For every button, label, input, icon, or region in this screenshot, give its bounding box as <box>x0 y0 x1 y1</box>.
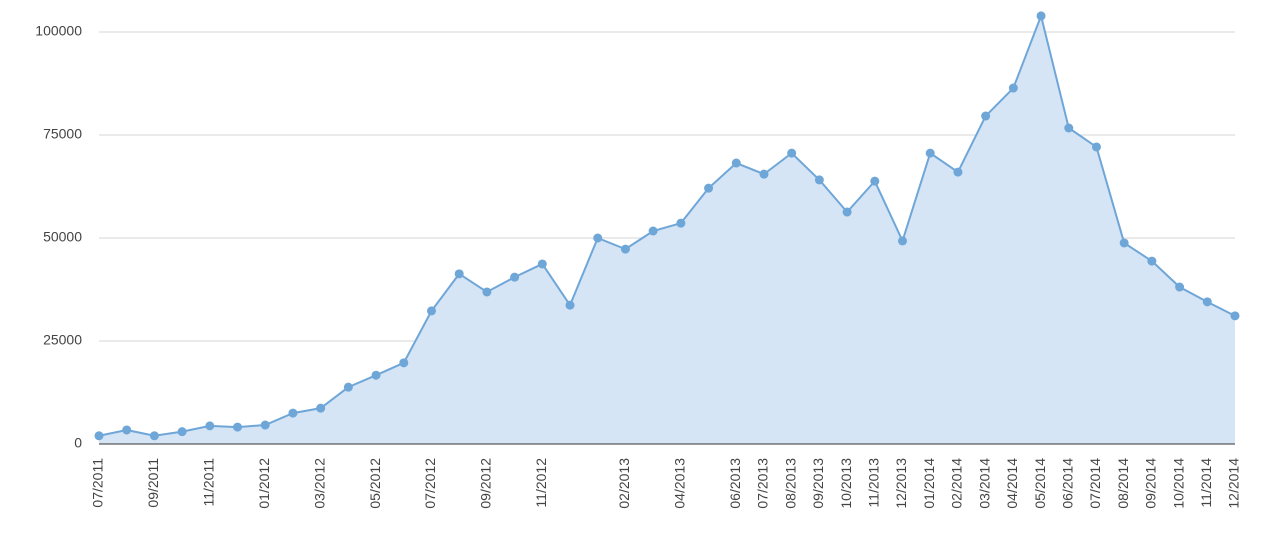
point <box>1175 282 1185 292</box>
point <box>260 420 270 430</box>
x-tick-label: 08/2013 <box>782 458 798 509</box>
point <box>870 176 880 186</box>
x-tick-label: 02/2013 <box>616 458 632 509</box>
point <box>288 408 298 418</box>
x-tick-label: 10/2014 <box>1170 458 1186 509</box>
point <box>316 403 326 413</box>
point <box>482 287 492 297</box>
point <box>122 425 132 435</box>
point <box>620 244 630 254</box>
x-tick-label: 06/2014 <box>1059 458 1075 509</box>
x-tick-label: 05/2014 <box>1032 458 1048 509</box>
x-tick-label: 09/2013 <box>810 458 826 509</box>
x-tick-label: 07/2011 <box>90 458 106 508</box>
point <box>426 306 436 316</box>
point <box>731 158 741 168</box>
y-tick-label: 25000 <box>43 332 82 348</box>
x-tick-label: 09/2011 <box>145 458 161 508</box>
point <box>1147 256 1157 266</box>
point <box>898 236 908 246</box>
point <box>704 183 714 193</box>
point <box>1091 142 1101 152</box>
x-tick-label: 11/2012 <box>533 458 549 508</box>
point <box>1036 11 1046 21</box>
x-tick-label: 12/2014 <box>1226 458 1242 509</box>
x-tick-label: 01/2012 <box>256 458 272 509</box>
point <box>925 148 935 158</box>
x-tick-label: 01/2014 <box>921 458 937 509</box>
point <box>233 422 243 432</box>
x-tick-label: 09/2014 <box>1143 458 1159 509</box>
point <box>842 207 852 217</box>
point <box>149 431 159 441</box>
point <box>1202 297 1212 307</box>
x-tick-label: 12/2013 <box>893 458 909 509</box>
point <box>343 382 353 392</box>
point <box>454 269 464 279</box>
point <box>1064 123 1074 133</box>
point <box>537 259 547 269</box>
x-tick-label: 11/2011 <box>201 458 217 507</box>
point <box>648 226 658 236</box>
x-tick-label: 11/2014 <box>1198 458 1214 508</box>
point <box>676 218 686 228</box>
x-tick-label: 04/2014 <box>1004 458 1020 509</box>
point <box>94 431 104 441</box>
y-tick-label: 0 <box>74 435 82 451</box>
x-tick-label: 09/2012 <box>478 458 494 509</box>
point <box>593 233 603 243</box>
point <box>787 148 797 158</box>
point <box>814 175 824 185</box>
point <box>981 111 991 121</box>
x-tick-label: 07/2013 <box>755 458 771 509</box>
point <box>371 370 381 380</box>
x-tick-label: 02/2014 <box>949 458 965 509</box>
x-tick-label: 10/2013 <box>838 458 854 509</box>
point <box>205 421 215 431</box>
x-tick-label: 08/2014 <box>1115 458 1131 509</box>
x-tick-label: 07/2012 <box>422 458 438 509</box>
point <box>565 300 575 310</box>
x-tick-label: 03/2014 <box>976 458 992 509</box>
point <box>953 167 963 177</box>
point <box>1119 238 1129 248</box>
point <box>1008 83 1018 93</box>
x-tick-label: 06/2013 <box>727 458 743 509</box>
y-tick-label: 50000 <box>43 229 82 245</box>
point <box>399 358 409 368</box>
point <box>510 272 520 282</box>
y-tick-label: 100000 <box>35 23 82 39</box>
line <box>98 12 1236 437</box>
x-tick-label: 03/2012 <box>311 458 327 509</box>
point <box>1230 311 1240 321</box>
x-tick-label: 11/2013 <box>866 458 882 508</box>
x-tick-label: 05/2012 <box>367 458 383 509</box>
x-tick-label: 04/2013 <box>672 458 688 509</box>
x-tick-label: 07/2014 <box>1087 458 1103 509</box>
area <box>99 15 1235 444</box>
point <box>759 169 769 179</box>
y-tick-label: 75000 <box>43 126 82 142</box>
point <box>177 427 187 437</box>
